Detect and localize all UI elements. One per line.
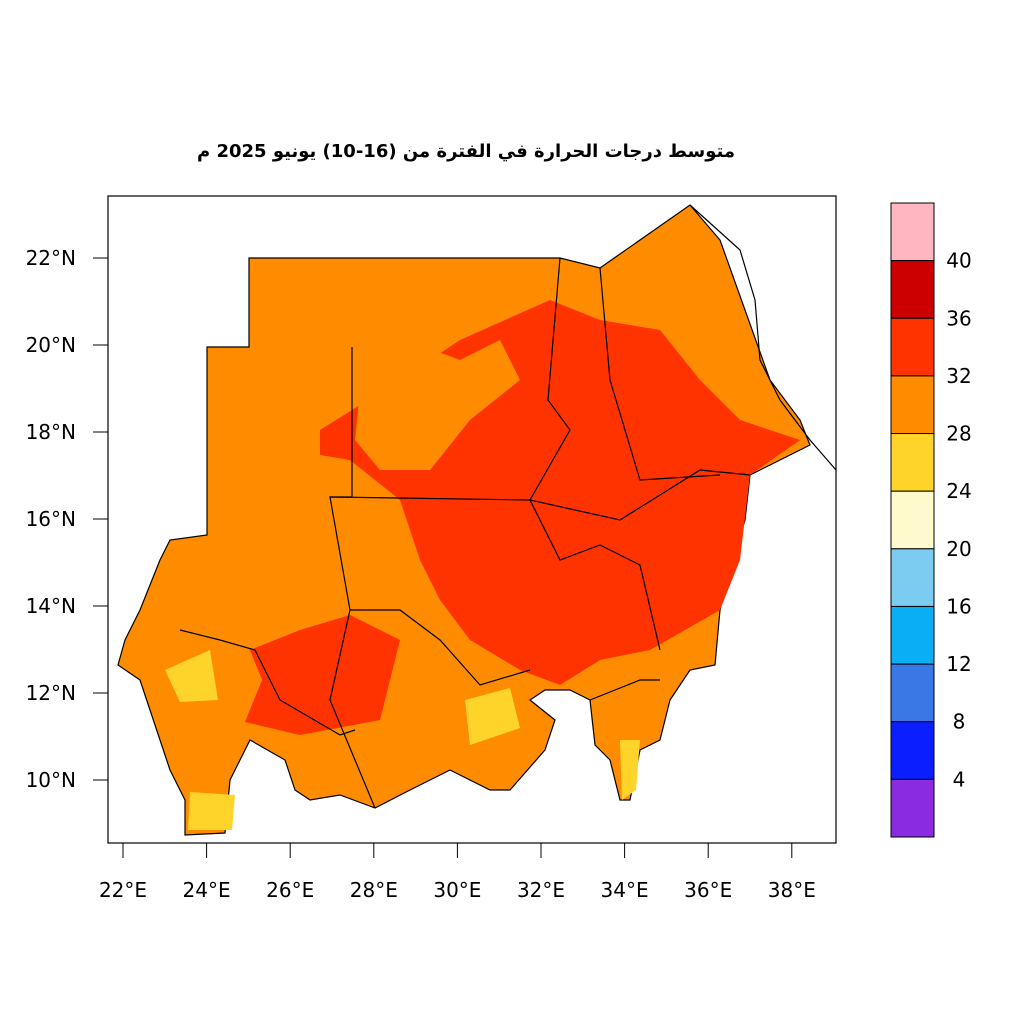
coastline [689,204,837,471]
colorbar-label: 40 [946,249,971,273]
colorbar-label: 4 [953,767,966,791]
lat-tick-label: 12°N [26,681,76,705]
region-28-32-patch [355,340,520,470]
colorbar-label: 16 [946,594,971,618]
lat-tick-label: 18°N [26,420,76,444]
lon-tick-label: 32°E [517,878,565,902]
map-title: متوسط درجات الحرارة في الفترة من (16-10)… [197,141,735,162]
state-border [589,679,660,701]
lon-tick-label: 38°E [768,878,816,902]
colorbar-label: 24 [946,479,971,503]
colorbar-swatch [890,202,935,262]
colorbar-swatch [890,605,935,665]
lon-tick-label: 24°E [183,878,231,902]
colorbar-label: 36 [946,306,971,330]
colorbar-label: 8 [953,710,966,734]
state-border [329,347,376,809]
lat-tick-label: 14°N [26,594,76,618]
state-border [529,257,751,521]
region-24-28 [620,740,640,800]
state-border [350,609,531,686]
lat-tick-label: 22°N [26,246,76,270]
colorbar: 40 36 32 28 24 20 16 12 8 4 [890,202,972,838]
lat-tick-label: 10°N [26,768,76,792]
colorbar-swatch [890,317,935,377]
colorbar-swatch [890,721,935,780]
colorbar-label: 32 [946,364,971,388]
lat-axis: 22°N 20°N 18°N 16°N 14°N 12°N 10°N [26,246,108,792]
region-24-28 [165,650,218,702]
lon-tick-label: 34°E [601,878,649,902]
colorbar-swatch [890,548,935,607]
lon-tick-label: 22°E [99,878,147,902]
colorbar-label: 28 [946,422,971,446]
colorbar-swatch [890,490,935,550]
lon-tick-label: 36°E [684,878,732,902]
colorbar-swatch [890,375,935,435]
colorbar-swatch [890,433,935,492]
lat-tick-label: 20°N [26,333,76,357]
state-border [329,496,661,651]
region-24-28 [188,792,235,830]
colorbar-swatch [890,778,935,838]
colorbar-swatch [890,260,935,319]
region-24-28 [465,688,520,745]
colorbar-label: 12 [946,652,971,676]
colorbar-label: 20 [946,537,971,561]
lon-tick-label: 28°E [350,878,398,902]
sudan-map [117,204,837,836]
colorbar-swatch [890,663,935,723]
lat-tick-label: 16°N [26,507,76,531]
state-border [179,629,356,736]
region-32-36 [245,615,400,735]
lon-axis: 22°E 24°E 26°E 28°E 30°E 32°E 34°E 36°E 38°E [99,843,816,902]
state-border [599,267,721,481]
lon-tick-label: 30°E [433,878,481,902]
lon-tick-label: 26°E [266,878,314,902]
